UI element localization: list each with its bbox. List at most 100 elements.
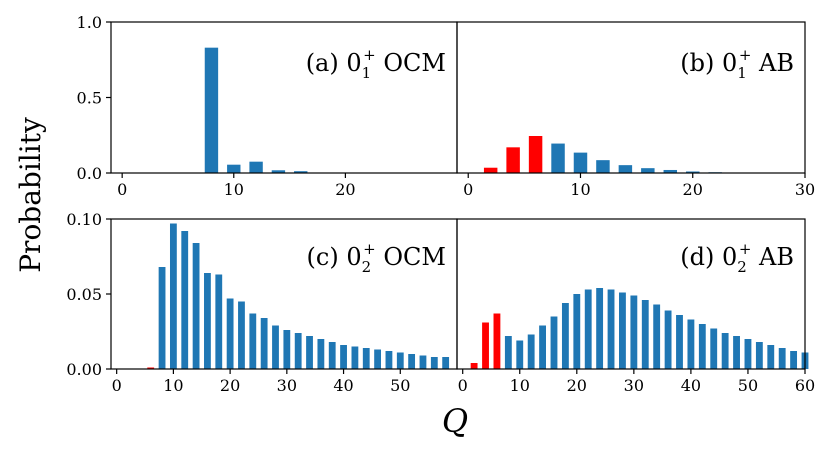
panel-label-a-sup: + [363, 46, 376, 64]
x-tick-label-c-50: 50 [390, 376, 410, 395]
x-tick-label-d-20: 20 [567, 376, 587, 395]
panel-label-b-sub: 1 [737, 64, 747, 82]
bar-d-q8 [505, 336, 512, 369]
y-tick-label-a-2: 1.0 [77, 13, 102, 32]
bar-d-q24 [596, 288, 603, 369]
y-tick-label-a-1: 0.5 [77, 89, 102, 108]
bar-c-q14 [193, 243, 200, 369]
panel-label-d-sub: 2 [737, 258, 747, 276]
panel-c: 0 10 20 30 40 50 0.00 0.05 0.10 (c) 02+ OCM [66, 210, 457, 395]
bar-b-q4 [506, 147, 519, 173]
panel-label-b: (b) 01+ AB [680, 46, 794, 82]
bar-d-q36 [665, 311, 672, 370]
bar-b-q14 [619, 165, 632, 173]
bar-c-q56 [431, 357, 438, 369]
bar-d-q6 [494, 314, 501, 370]
bar-d-q20 [573, 294, 580, 369]
bar-c-q28 [272, 326, 279, 370]
x-tick-label-c-0: 0 [112, 376, 122, 395]
bar-c-q46 [374, 350, 381, 370]
bar-d-q30 [630, 296, 637, 370]
bar-c-q22 [238, 302, 245, 370]
bar-c-q54 [420, 356, 427, 370]
y-tick-label-a-0: 0.0 [77, 164, 102, 183]
x-tick-label-d-30: 30 [624, 376, 644, 395]
panel-label-d-suffix: AB [751, 243, 794, 271]
bar-c-q42 [352, 347, 359, 370]
y-tick-label-c-0: 0.00 [66, 360, 102, 379]
bar-a-q8 [205, 48, 218, 173]
x-tick-label-d-10: 10 [510, 376, 530, 395]
bar-d-q16 [551, 317, 558, 370]
bar-d-q26 [608, 290, 615, 370]
panel-d: 0 10 20 30 40 50 60 (d) 02+ AB [457, 219, 815, 395]
bar-c-q36 [317, 339, 324, 369]
bar-c-q18 [215, 275, 222, 370]
bar-d-q44 [710, 329, 717, 370]
bar-c-q50 [397, 353, 404, 370]
bar-c-q16 [204, 273, 211, 369]
panel-label-c-sup: + [363, 240, 376, 258]
panel-label-c-prefix: (c) 0 [307, 243, 362, 271]
bar-a-q10 [227, 165, 240, 173]
bar-d-q52 [756, 342, 763, 369]
panel-label-a-sub: 1 [362, 64, 372, 82]
figure: Probability Q 0 10 200.00.51.0(a) 01+ OCM0… [0, 0, 830, 454]
bar-c-q12 [181, 231, 188, 369]
bar-d-q34 [653, 305, 660, 370]
x-tick-label-c-20: 20 [220, 376, 240, 395]
bar-b-q16 [641, 168, 654, 173]
bar-b-q10 [574, 153, 587, 173]
panel-label-b-sup: + [739, 46, 752, 64]
bar-d-q2 [471, 363, 478, 369]
bar-c-q40 [340, 345, 347, 369]
bar-d-q14 [539, 326, 546, 370]
bar-c-q48 [386, 351, 393, 369]
bar-c-q58 [442, 357, 449, 369]
x-tick-label-b-30: 30 [795, 180, 815, 199]
bar-d-q56 [779, 348, 786, 369]
x-tick-label-d-60: 60 [795, 376, 815, 395]
x-tick-label-d-40: 40 [681, 376, 701, 395]
bar-b-q8 [551, 144, 564, 173]
bar-c-q34 [306, 336, 313, 369]
bar-d-q10 [516, 341, 523, 370]
x-tick-label-d-0: 0 [458, 376, 468, 395]
x-tick-label-a-0: 0 [117, 180, 127, 199]
bar-b-q12 [596, 160, 609, 173]
panel-label-d: (d) 02+ AB [680, 240, 794, 276]
panel-label-a-prefix: (a) 0 [306, 49, 362, 77]
panel-label-c-suffix: OCM [376, 243, 446, 271]
bar-d-q12 [528, 335, 535, 370]
bar-c-q10 [170, 224, 177, 370]
panel-label-d-sup: + [739, 240, 752, 258]
bar-d-q50 [745, 339, 752, 369]
bar-d-q40 [687, 320, 694, 370]
panel-label-c: (c) 02+ OCM [307, 240, 446, 276]
bar-d-q48 [733, 336, 740, 369]
panel-label-a-suffix: OCM [376, 49, 446, 77]
bar-d-q18 [562, 303, 569, 369]
panel-a: 0 10 20 0.0 0.5 1.0 (a) 01+ OCM [77, 13, 457, 199]
bar-d-q46 [722, 333, 729, 369]
bar-d-q28 [619, 293, 626, 370]
bar-d-q22 [585, 290, 592, 370]
panel-label-b-prefix: (b) 0 [680, 49, 737, 77]
bar-c-q20 [227, 299, 234, 370]
y-tick-label-c-1: 0.05 [66, 285, 102, 304]
x-tick-label-b-20: 20 [683, 180, 703, 199]
bar-c-q52 [408, 354, 415, 369]
bar-c-q24 [249, 314, 256, 370]
bar-d-q4 [482, 323, 489, 370]
x-tick-label-c-10: 10 [163, 376, 183, 395]
x-tick-label-b-0: 0 [463, 180, 473, 199]
bar-d-q42 [699, 324, 706, 369]
bar-d-q54 [767, 345, 774, 369]
panel-label-c-sub: 2 [362, 258, 372, 276]
bar-a-q12 [249, 162, 262, 173]
panel-label-a: (a) 01+ OCM [306, 46, 446, 82]
x-tick-label-c-30: 30 [277, 376, 297, 395]
bar-b-q2 [484, 168, 497, 173]
y-axis-label: Probability [14, 117, 47, 273]
